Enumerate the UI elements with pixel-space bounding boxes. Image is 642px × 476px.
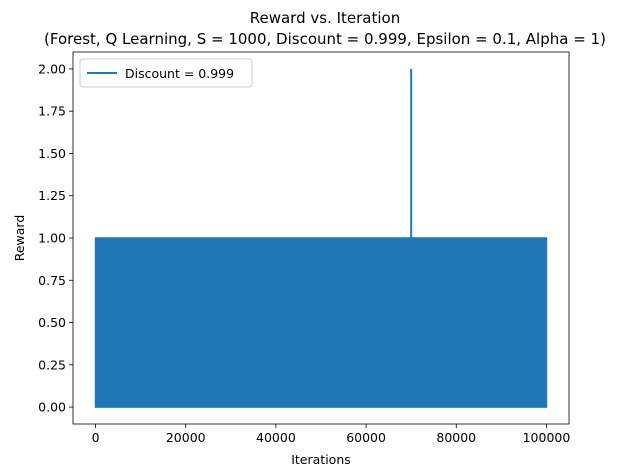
legend-box bbox=[79, 58, 253, 88]
x-tick-label: 80000 bbox=[436, 430, 476, 445]
y-tick-label: 1.25 bbox=[38, 188, 66, 203]
legend: Discount = 0.999 bbox=[79, 58, 253, 88]
y-tick-label: 2.00 bbox=[38, 61, 66, 76]
plot-data bbox=[94, 68, 548, 408]
chart-title: Reward vs. Iteration bbox=[250, 9, 400, 27]
y-axis-label: Reward bbox=[12, 215, 27, 262]
y-tick-label: 1.00 bbox=[38, 231, 66, 246]
legend-label: Discount = 0.999 bbox=[125, 66, 234, 81]
x-axis-ticks: 0 20000 40000 60000 80000 100000 bbox=[92, 424, 571, 445]
chart-subtitle: (Forest, Q Learning, S = 1000, Discount … bbox=[44, 30, 606, 48]
y-tick-label: 0.00 bbox=[38, 400, 66, 415]
y-tick-label: 0.50 bbox=[38, 315, 66, 330]
y-tick-label: 0.25 bbox=[38, 357, 66, 372]
y-tick-label: 0.75 bbox=[38, 273, 66, 288]
y-tick-label: 1.50 bbox=[38, 146, 66, 161]
x-axis-label: Iterations bbox=[291, 452, 351, 467]
x-tick-label: 100000 bbox=[523, 430, 571, 445]
y-tick-label: 1.75 bbox=[38, 104, 66, 119]
x-tick-label: 0 bbox=[92, 430, 100, 445]
series-band bbox=[94, 237, 548, 408]
x-tick-label: 20000 bbox=[166, 430, 206, 445]
x-tick-label: 60000 bbox=[346, 430, 386, 445]
x-tick-label: 40000 bbox=[256, 430, 296, 445]
y-axis-ticks: 0.00 0.25 0.50 0.75 1.00 1.25 1.50 1.75 2.00 bbox=[38, 61, 73, 415]
